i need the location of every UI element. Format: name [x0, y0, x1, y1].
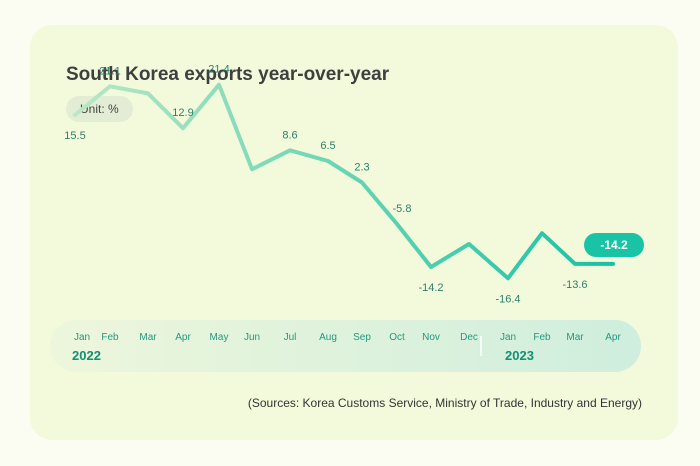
month-tick-label: Jun — [244, 332, 260, 343]
data-label: 15.5 — [64, 130, 85, 142]
month-tick-label: Jan — [74, 332, 90, 343]
unit-badge: Unit: % — [66, 96, 133, 122]
data-label: 21.4 — [208, 64, 229, 76]
data-label: -14.2 — [418, 282, 443, 294]
month-tick-label: Mar — [139, 332, 157, 343]
month-tick-label: Jan — [500, 332, 516, 343]
month-tick-label: Nov — [422, 332, 440, 343]
month-tick-label: Oct — [389, 332, 405, 343]
source-note: (Sources: Korea Customs Service, Ministr… — [247, 396, 642, 410]
data-label: 8.6 — [282, 129, 297, 141]
data-label: 2.3 — [354, 162, 369, 174]
month-tick-label: Aug — [319, 332, 337, 343]
data-label: -16.4 — [495, 293, 520, 305]
data-label: -5.8 — [393, 203, 412, 215]
chart-title: South Korea exports year-over-year — [66, 64, 390, 85]
latest-value-badge: -14.2 — [584, 233, 644, 257]
month-tick-label: Apr — [175, 332, 191, 343]
series-line — [73, 82, 615, 281]
latest-value-text: -14.2 — [600, 238, 628, 252]
year-label: 2023 — [505, 348, 534, 363]
timeline-bar — [50, 320, 641, 372]
month-tick-label: Sep — [353, 332, 371, 343]
data-label: -13.6 — [562, 279, 587, 291]
month-tick-label: Feb — [533, 332, 551, 343]
year-label: 2022 — [72, 348, 101, 363]
month-tick-label: May — [210, 332, 229, 343]
month-tick-label: Dec — [460, 332, 478, 343]
month-tick-label: Mar — [566, 332, 584, 343]
month-tick-label: Feb — [101, 332, 119, 343]
month-tick-label: Apr — [605, 332, 621, 343]
data-label: 6.5 — [320, 140, 335, 152]
month-tick-label: Jul — [284, 332, 297, 343]
data-label: 21.1 — [99, 65, 120, 77]
data-label: 12.9 — [172, 107, 193, 119]
